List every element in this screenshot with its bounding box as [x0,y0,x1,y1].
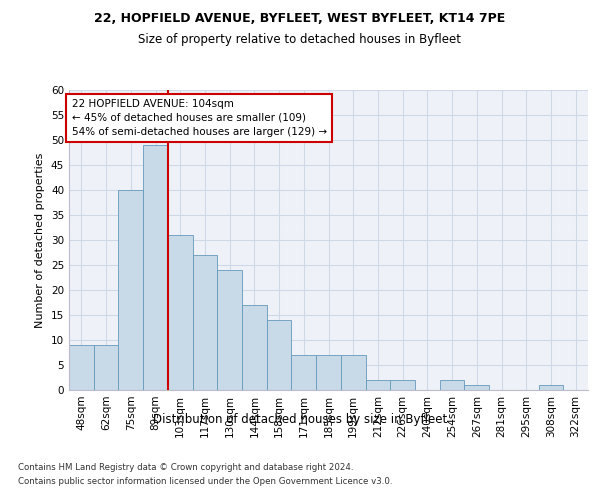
Bar [440,380,464,390]
Bar [464,385,489,390]
Bar [94,345,118,390]
Bar [242,305,267,390]
Bar [316,355,341,390]
Text: 22 HOPFIELD AVENUE: 104sqm
← 45% of detached houses are smaller (109)
54% of sem: 22 HOPFIELD AVENUE: 104sqm ← 45% of deta… [71,99,327,137]
Text: Size of property relative to detached houses in Byfleet: Size of property relative to detached ho… [139,32,461,46]
Bar [390,380,415,390]
Y-axis label: Number of detached properties: Number of detached properties [35,152,46,328]
Bar [292,355,316,390]
Text: Contains HM Land Registry data © Crown copyright and database right 2024.: Contains HM Land Registry data © Crown c… [18,462,353,471]
Bar [193,255,217,390]
Bar [539,385,563,390]
Text: 22, HOPFIELD AVENUE, BYFLEET, WEST BYFLEET, KT14 7PE: 22, HOPFIELD AVENUE, BYFLEET, WEST BYFLE… [94,12,506,26]
Bar [365,380,390,390]
Bar [69,345,94,390]
Bar [168,235,193,390]
Text: Contains public sector information licensed under the Open Government Licence v3: Contains public sector information licen… [18,478,392,486]
Bar [267,320,292,390]
Bar [118,190,143,390]
Bar [341,355,365,390]
Bar [143,145,168,390]
Text: Distribution of detached houses by size in Byfleet: Distribution of detached houses by size … [153,412,447,426]
Bar [217,270,242,390]
